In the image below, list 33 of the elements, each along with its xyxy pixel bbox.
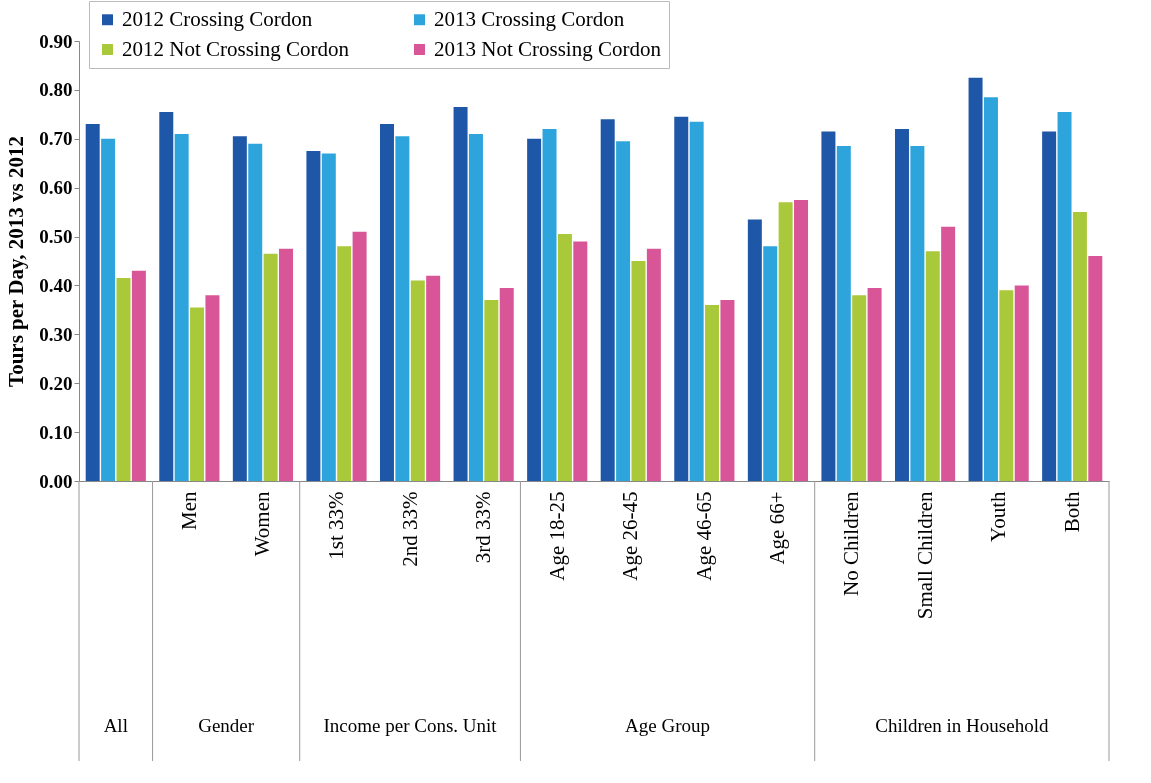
y-tick-label: 0.50	[39, 226, 73, 248]
y-tick-label: 0.00	[39, 470, 73, 492]
x-tick-label: Men	[176, 491, 201, 530]
x-tick-label: Both	[1059, 491, 1084, 533]
legend-label: 2012 Not Crossing Cordon	[122, 36, 350, 61]
x-tick-label: Age 66+	[765, 491, 790, 565]
y-tick-label: 0.20	[39, 372, 73, 394]
legend-label: 2013 Not Crossing Cordon	[434, 36, 662, 61]
x-tick-label: 2nd 33%	[397, 491, 422, 567]
x-tick-label: Age 18-25	[544, 491, 569, 581]
text: Age Group	[625, 715, 711, 736]
x-tick-label: Youth	[986, 491, 1011, 542]
x-tick-label: Age 26-45	[618, 491, 643, 581]
y-tick-label: 0.80	[39, 79, 73, 101]
y-tick-label: 0.10	[39, 421, 73, 443]
y-tick-label: 0.60	[39, 177, 73, 199]
text: Gender	[198, 715, 255, 736]
x-tick-label: Age 46-65	[691, 491, 716, 581]
text: All	[103, 715, 128, 736]
y-tick-label: 0.30	[39, 323, 73, 345]
legend-label: 2012 Crossing Cordon	[122, 6, 313, 31]
y-tick-label: 0.70	[39, 128, 73, 150]
y-tick-label: 0.40	[39, 274, 73, 296]
y-axis-title: Tours per Day, 2013 vs 2012	[4, 136, 29, 387]
x-tick-label: 3rd 33%	[471, 491, 496, 564]
x-tick-label: 1st 33%	[324, 491, 348, 560]
x-tick-label: No Children	[839, 491, 863, 596]
text: Income per Cons. Unit	[323, 715, 498, 736]
x-tick-label: Women	[250, 491, 275, 557]
x-tick-label: Small Children	[912, 491, 937, 620]
text: Children in Household	[875, 715, 1049, 736]
y-tick-label: 0.90	[39, 30, 73, 52]
legend-label: 2013 Crossing Cordon	[434, 6, 625, 31]
